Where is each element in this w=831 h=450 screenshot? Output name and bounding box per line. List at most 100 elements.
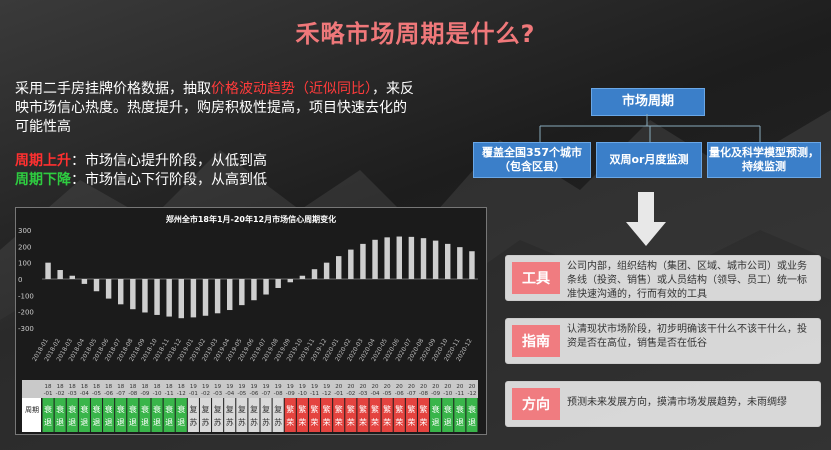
phase-label: 复	[238, 404, 246, 414]
bar	[408, 236, 415, 279]
bar	[360, 243, 366, 279]
table-month-label: -04	[371, 391, 380, 397]
phase-label: 繁	[335, 404, 343, 414]
phase-label: 繁	[311, 404, 319, 414]
bar	[311, 269, 318, 279]
table-label-cell	[22, 398, 41, 432]
y-tick-label: -300	[18, 325, 34, 333]
table-month-label: 19	[190, 384, 197, 390]
phase-label: 退	[432, 418, 440, 427]
table-month-label: 20	[372, 384, 379, 390]
table-month-label: 18	[129, 384, 136, 390]
phase-cell	[393, 398, 405, 432]
y-tick-label: -200	[18, 309, 34, 317]
intro-text-1: 采用二手房挂牌价格数据，抽取	[15, 81, 211, 97]
phase-label: 退	[56, 418, 64, 427]
phase-label: 衰	[56, 404, 64, 414]
phase-cell	[308, 398, 321, 432]
phase-cell	[417, 398, 430, 432]
phase-cell	[248, 398, 260, 432]
phase-label: 退	[105, 418, 113, 427]
phase-label: 衰	[44, 404, 52, 414]
bar	[348, 249, 354, 279]
table-month-label: 19	[250, 384, 257, 390]
bar	[202, 279, 209, 316]
phase-label: 衰	[153, 404, 161, 414]
phase-label: 退	[165, 418, 173, 427]
table-month-label: -07	[262, 391, 271, 397]
table-month-label: 20	[432, 384, 439, 390]
table-month-label: -04	[80, 391, 89, 397]
y-tick-label: 100	[18, 260, 31, 268]
phase-label: 衰	[165, 404, 173, 414]
table-month-label: -01	[334, 391, 343, 397]
table-month-label: -09	[286, 391, 295, 397]
bar	[69, 275, 76, 279]
phase-label: 衰	[129, 404, 137, 414]
row-guide: 指南 认清现状市场阶段，初步明确该干什么不该干什么，投资是否在高位，销售是否在低…	[505, 318, 821, 364]
table-header-bg	[22, 380, 478, 398]
table-month-label: 19	[226, 384, 233, 390]
phase-cell	[127, 398, 139, 432]
table-month-label: -06	[104, 391, 113, 397]
phase-label: 衰	[80, 404, 88, 414]
table-month-label: 20	[347, 384, 354, 390]
intro-paragraph: 采用二手房挂牌价格数据，抽取价格波动趋势（近似同比），来反映市场信心热度。热度提…	[15, 80, 415, 137]
y-tick-label: -100	[18, 292, 34, 300]
phase-label: 复	[250, 404, 258, 414]
intro-text-2: ，来反映市场信心热度。热度提升，购房积极性提高，项目快速去化的可能性高	[15, 81, 414, 135]
bar	[93, 279, 100, 292]
table-month-label: 18	[57, 384, 64, 390]
phase-label: 繁	[420, 404, 428, 414]
phase-cell	[381, 398, 393, 432]
table-month-label: -10	[298, 391, 307, 397]
phase-label: 繁	[395, 404, 403, 414]
row-tool-tag: 工具	[512, 262, 560, 294]
bar	[45, 262, 51, 279]
phase-cell	[90, 398, 103, 432]
bar	[214, 279, 221, 314]
down-arrow-icon	[626, 192, 666, 246]
phase-cell	[163, 398, 175, 432]
phase-cell	[357, 398, 369, 432]
phase-label: 苏	[250, 417, 258, 427]
phase-cell	[212, 398, 224, 432]
phase-label: 荣	[311, 417, 319, 427]
phase-label: 苏	[238, 417, 246, 427]
phase-label: 衰	[432, 404, 440, 414]
phase-label: 复	[202, 404, 210, 414]
phase-label: 退	[117, 418, 125, 427]
table-month-label: -03	[358, 391, 367, 397]
diagram-box-monitoring: 双周or月度监测	[596, 142, 702, 178]
bar	[57, 270, 63, 279]
table-month-label: -09	[431, 391, 440, 397]
phase-up-key: 周期上升	[15, 153, 71, 169]
diagram-box-coverage: 覆盖全国357个城市（包含区县）	[473, 142, 591, 178]
phase-up-line: 周期上升：市场信心提升阶段，从低到高	[15, 152, 267, 170]
bar	[130, 279, 136, 310]
table-month-label: 18	[93, 384, 100, 390]
phase-label: 复	[262, 404, 270, 414]
phase-label: 繁	[407, 404, 415, 414]
table-month-label: -02	[346, 391, 355, 397]
table-month-label: -01	[189, 391, 198, 397]
phase-label: 苏	[274, 417, 282, 427]
phase-cell	[66, 398, 78, 432]
table-month-label: 19	[202, 384, 209, 390]
phase-label: 衰	[117, 404, 125, 414]
phase-cell	[151, 398, 163, 432]
phase-label: 退	[177, 418, 185, 427]
table-month-label: 20	[384, 384, 391, 390]
phase-cell	[187, 398, 199, 432]
table-month-label: 18	[141, 384, 148, 390]
phase-label: 繁	[383, 404, 391, 414]
table-month-label: 19	[323, 384, 330, 390]
diagram-top-box: 市场周期	[591, 88, 705, 116]
phase-label: 复	[214, 404, 222, 414]
intro-highlight: 价格波动趋势（近似同比）	[211, 81, 372, 97]
bar	[469, 251, 475, 279]
row-guide-text: 认清现状市场阶段，初步明确该干什么不该干什么，投资是否在高位，销售是否在低谷	[567, 324, 807, 349]
phase-label: 荣	[420, 417, 428, 427]
phase-cell	[78, 398, 90, 432]
table-month-label: 20	[456, 384, 463, 390]
